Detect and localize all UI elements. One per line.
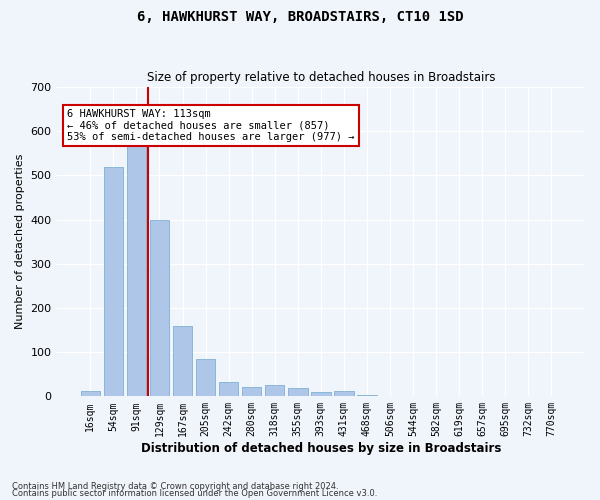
- Bar: [288, 388, 308, 396]
- Bar: [311, 392, 331, 396]
- Bar: [219, 382, 238, 396]
- Bar: [242, 386, 262, 396]
- Bar: [149, 220, 169, 396]
- Bar: [334, 390, 353, 396]
- Bar: [104, 166, 123, 396]
- Text: Contains public sector information licensed under the Open Government Licence v3: Contains public sector information licen…: [12, 490, 377, 498]
- Title: Size of property relative to detached houses in Broadstairs: Size of property relative to detached ho…: [146, 72, 495, 85]
- Text: 6, HAWKHURST WAY, BROADSTAIRS, CT10 1SD: 6, HAWKHURST WAY, BROADSTAIRS, CT10 1SD: [137, 10, 463, 24]
- Text: 6 HAWKHURST WAY: 113sqm
← 46% of detached houses are smaller (857)
53% of semi-d: 6 HAWKHURST WAY: 113sqm ← 46% of detache…: [67, 108, 355, 142]
- Bar: [196, 359, 215, 397]
- Text: Contains HM Land Registry data © Crown copyright and database right 2024.: Contains HM Land Registry data © Crown c…: [12, 482, 338, 491]
- Bar: [357, 395, 377, 396]
- Bar: [265, 386, 284, 396]
- X-axis label: Distribution of detached houses by size in Broadstairs: Distribution of detached houses by size …: [140, 442, 501, 455]
- Bar: [80, 390, 100, 396]
- Y-axis label: Number of detached properties: Number of detached properties: [15, 154, 25, 330]
- Bar: [173, 326, 193, 396]
- Bar: [127, 140, 146, 396]
